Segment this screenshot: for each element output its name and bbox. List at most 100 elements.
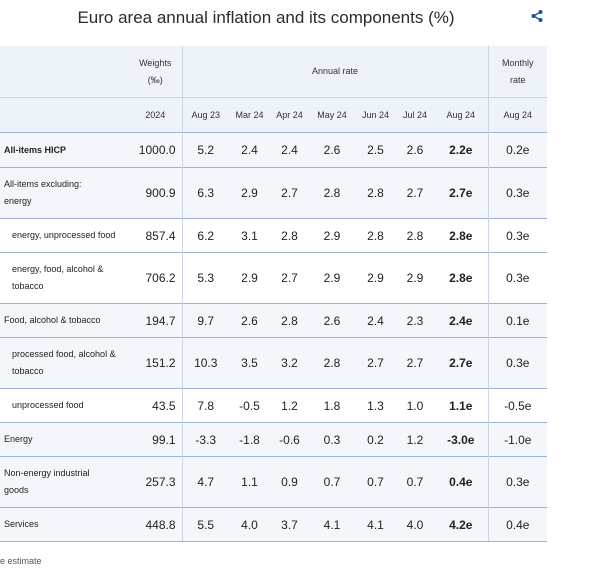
row-label-line: processed food, alcohol & xyxy=(12,349,116,359)
monthly-rate-cell: 0.3e xyxy=(488,167,548,219)
annual-rate-cell: 2.3 xyxy=(396,303,434,338)
weight-cell: 1000.0 xyxy=(129,132,183,168)
annual-rate-cell: 6.2 xyxy=(182,218,229,253)
annual-rate-cell: 2.7e xyxy=(434,337,489,389)
annual-rate-cell: 4.1 xyxy=(355,507,396,542)
weight-cell: 448.8 xyxy=(129,507,183,542)
annual-rate-cell: 2.2e xyxy=(434,132,489,168)
annual-rate-header: Annual rate xyxy=(182,46,489,98)
weights-header: Weights (‰) xyxy=(129,46,183,98)
row-label-line: energy, unprocessed food xyxy=(12,230,116,240)
annual-rate-cell: 0.4e xyxy=(434,456,489,508)
annual-rate-cell: 1.1 xyxy=(229,456,270,508)
annual-rate-cell: 2.8e xyxy=(434,252,489,304)
column-header: Aug 24 xyxy=(488,97,548,133)
row-label: All-items excluding: energy xyxy=(0,167,129,219)
row-label: energy, food, alcohol & tobacco xyxy=(0,252,129,304)
annual-rate-cell: 1.3 xyxy=(355,388,396,423)
annual-rate-cell: 2.8 xyxy=(355,167,396,219)
annual-rate-cell: 2.9 xyxy=(229,167,270,219)
table-row: energy, food, alcohol & tobacco 706.2 5.3 2.… xyxy=(0,252,548,304)
weights-label: Weights xyxy=(139,57,172,68)
annual-rate-cell: 2.7 xyxy=(355,337,396,389)
footnote: e estimate xyxy=(0,556,42,566)
table-row: All-items excluding: energy 900.9 6.3 2.9 2.7… xyxy=(0,167,548,219)
table-row: Services 448.8 5.5 4.0 3.7 4.1 4.1 4.0 4.2e 0.4e xyxy=(0,507,548,542)
annual-rate-cell: 4.1 xyxy=(309,507,355,542)
weight-cell: 857.4 xyxy=(129,218,183,253)
annual-rate-cell: 2.8 xyxy=(396,218,434,253)
annual-rate-cell: 2.9 xyxy=(355,252,396,304)
row-label-line: energy xyxy=(4,196,32,206)
annual-rate-cell: 2.8 xyxy=(270,303,309,338)
row-label: unprocessed food xyxy=(0,388,129,423)
share-icon[interactable] xyxy=(530,9,544,23)
monthly-rate-cell: 0.4e xyxy=(488,507,548,542)
row-label-line: tobacco xyxy=(12,281,44,291)
annual-rate-cell: 1.8 xyxy=(309,388,355,423)
table-row: energy, unprocessed food 857.4 6.2 3.1 2.8 2.… xyxy=(0,218,548,253)
weight-cell: 194.7 xyxy=(129,303,183,338)
annual-rate-cell: 9.7 xyxy=(182,303,229,338)
annual-rate-cell: 2.7e xyxy=(434,167,489,219)
annual-rate-cell: 10.3 xyxy=(182,337,229,389)
annual-rate-cell: 2.4e xyxy=(434,303,489,338)
monthly-rate-label: rate xyxy=(510,74,526,85)
annual-rate-cell: 5.5 xyxy=(182,507,229,542)
annual-rate-cell: 1.0 xyxy=(396,388,434,423)
row-label-line: All-items excluding: xyxy=(4,179,82,189)
annual-rate-cell: 0.7 xyxy=(396,456,434,508)
monthly-rate-header: Monthly rate xyxy=(488,46,548,98)
table-row: Non-energy industrial goods 257.3 4.7 1.1 0.9… xyxy=(0,456,548,508)
monthly-rate-cell: -1.0e xyxy=(488,422,548,457)
annual-rate-cell: 2.7 xyxy=(396,337,434,389)
annual-rate-cell: 1.1e xyxy=(434,388,489,423)
row-label-line: tobacco xyxy=(12,366,44,376)
monthly-rate-cell: 0.2e xyxy=(488,132,548,168)
annual-rate-cell: 2.4 xyxy=(355,303,396,338)
weights-unit: (‰) xyxy=(147,74,163,85)
column-header: Jun 24 xyxy=(355,97,396,133)
row-label-line: unprocessed food xyxy=(12,400,84,410)
annual-rate-cell: 2.8e xyxy=(434,218,489,253)
annual-rate-cell: 2.8 xyxy=(355,218,396,253)
annual-rate-cell: 0.7 xyxy=(309,456,355,508)
annual-rate-cell: -0.6 xyxy=(270,422,309,457)
annual-rate-cell: 1.2 xyxy=(270,388,309,423)
column-header: May 24 xyxy=(309,97,355,133)
monthly-label: Monthly xyxy=(502,57,534,68)
weight-cell: 151.2 xyxy=(129,337,183,389)
column-header: Aug 23 xyxy=(182,97,229,133)
annual-rate-cell: 7.8 xyxy=(182,388,229,423)
column-header: 2024 xyxy=(129,97,183,133)
weight-cell: 99.1 xyxy=(129,422,183,457)
annual-rate-cell: 4.0 xyxy=(229,507,270,542)
annual-rate-cell: -3.0e xyxy=(434,422,489,457)
row-label: Food, alcohol & tobacco xyxy=(0,303,129,338)
annual-rate-cell: 2.6 xyxy=(309,303,355,338)
table-row: unprocessed food 43.5 7.8 -0.5 1.2 1.8 1.3 1.0 1… xyxy=(0,388,548,423)
annual-rate-cell: 2.7 xyxy=(270,252,309,304)
annual-rate-cell: 2.4 xyxy=(229,132,270,168)
annual-rate-cell: 0.7 xyxy=(355,456,396,508)
column-header: Mar 24 xyxy=(229,97,270,133)
monthly-rate-cell: -0.5e xyxy=(488,388,548,423)
weight-cell: 706.2 xyxy=(129,252,183,304)
monthly-rate-cell: 0.3e xyxy=(488,456,548,508)
annual-rate-cell: 3.2 xyxy=(270,337,309,389)
annual-rate-cell: 2.9 xyxy=(309,218,355,253)
monthly-rate-cell: 0.3e xyxy=(488,337,548,389)
annual-rate-cell: 3.1 xyxy=(229,218,270,253)
weight-cell: 900.9 xyxy=(129,167,183,219)
annual-rate-cell: 2.4 xyxy=(270,132,309,168)
row-label: Services xyxy=(0,507,129,542)
weight-cell: 257.3 xyxy=(129,456,183,508)
monthly-rate-cell: 0.3e xyxy=(488,252,548,304)
annual-rate-cell: 2.8 xyxy=(309,167,355,219)
annual-rate-cell: 2.8 xyxy=(270,218,309,253)
annual-rate-cell: -3.3 xyxy=(182,422,229,457)
annual-rate-cell: 2.6 xyxy=(229,303,270,338)
row-label: energy, unprocessed food xyxy=(0,218,129,253)
row-label-line: goods xyxy=(4,485,29,495)
row-label: Non-energy industrial goods xyxy=(0,456,129,508)
